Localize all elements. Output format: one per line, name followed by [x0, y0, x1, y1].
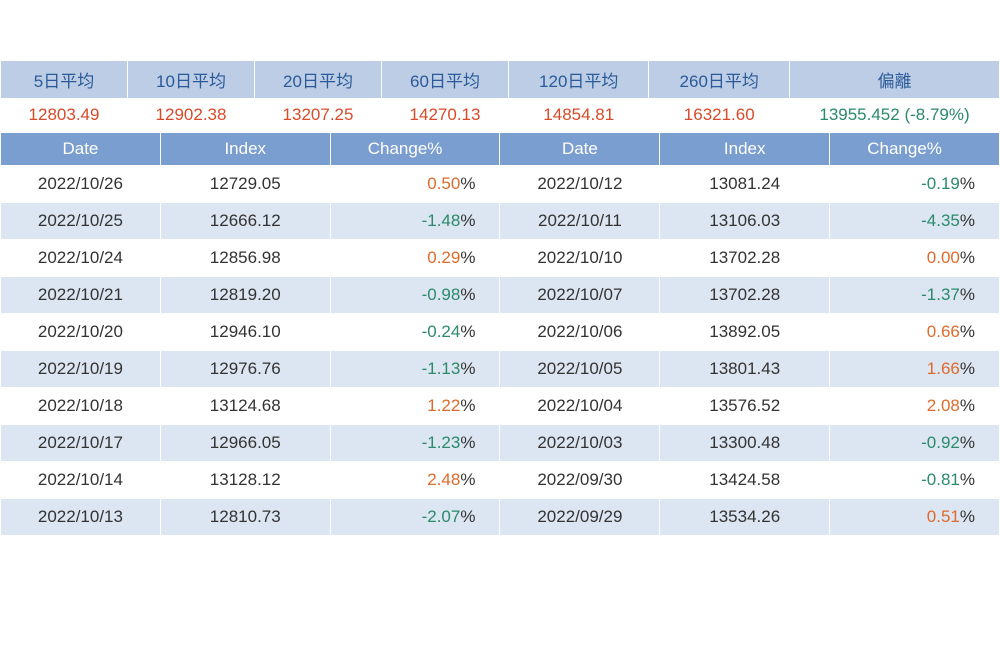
cell-date-right: 2022/10/06: [500, 314, 660, 351]
avg-value-60d: 14270.13: [382, 99, 509, 132]
cell-change-left: -0.98%: [330, 277, 500, 314]
cell-date-left: 2022/10/13: [1, 499, 161, 536]
cell-index-left: 12946.10: [160, 314, 330, 351]
table-row: 2022/10/2112819.20-0.98%2022/10/0713702.…: [1, 277, 1000, 314]
cell-date-left: 2022/10/26: [1, 166, 161, 203]
cell-index-left: 12966.05: [160, 425, 330, 462]
data-header-row: Date Index Change% Date Index Change%: [1, 133, 1000, 166]
tables-container: 5日平均 10日平均 20日平均 60日平均 120日平均 260日平均 偏離 …: [0, 0, 1000, 536]
cell-index-left: 12666.12: [160, 203, 330, 240]
cell-change-right: 0.66%: [830, 314, 1000, 351]
cell-date-right: 2022/10/12: [500, 166, 660, 203]
cell-change-left: 0.29%: [330, 240, 500, 277]
cell-index-right: 13081.24: [660, 166, 830, 203]
cell-index-left: 12810.73: [160, 499, 330, 536]
table-row: 2022/10/2012946.10-0.24%2022/10/0613892.…: [1, 314, 1000, 351]
cell-change-left: 1.22%: [330, 388, 500, 425]
cell-index-left: 12729.05: [160, 166, 330, 203]
avg-header-10d: 10日平均: [128, 61, 255, 99]
cell-index-right: 13801.43: [660, 351, 830, 388]
cell-index-right: 13576.52: [660, 388, 830, 425]
cell-change-right: -4.35%: [830, 203, 1000, 240]
cell-date-left: 2022/10/18: [1, 388, 161, 425]
cell-index-left: 13128.12: [160, 462, 330, 499]
cell-index-left: 12819.20: [160, 277, 330, 314]
avg-header-deviation: 偏離: [790, 61, 1000, 99]
cell-index-right: 13106.03: [660, 203, 830, 240]
cell-date-left: 2022/10/24: [1, 240, 161, 277]
cell-date-left: 2022/10/25: [1, 203, 161, 240]
table-row: 2022/10/1312810.73-2.07%2022/09/2913534.…: [1, 499, 1000, 536]
cell-date-right: 2022/10/05: [500, 351, 660, 388]
cell-date-right: 2022/10/11: [500, 203, 660, 240]
cell-date-left: 2022/10/21: [1, 277, 161, 314]
cell-date-right: 2022/09/29: [500, 499, 660, 536]
cell-change-right: 2.08%: [830, 388, 1000, 425]
cell-change-left: 0.50%: [330, 166, 500, 203]
cell-date-right: 2022/10/03: [500, 425, 660, 462]
avg-header-120d: 120日平均: [509, 61, 649, 99]
avg-header-5d: 5日平均: [1, 61, 128, 99]
cell-index-right: 13534.26: [660, 499, 830, 536]
cell-change-left: -1.23%: [330, 425, 500, 462]
cell-change-left: -1.13%: [330, 351, 500, 388]
cell-date-right: 2022/10/04: [500, 388, 660, 425]
cell-date-left: 2022/10/19: [1, 351, 161, 388]
averages-value-row: 12803.49 12902.38 13207.25 14270.13 1485…: [1, 99, 1000, 132]
avg-header-60d: 60日平均: [382, 61, 509, 99]
cell-date-left: 2022/10/20: [1, 314, 161, 351]
cell-change-right: -0.81%: [830, 462, 1000, 499]
table-row: 2022/10/1813124.681.22%2022/10/0413576.5…: [1, 388, 1000, 425]
cell-date-right: 2022/10/07: [500, 277, 660, 314]
cell-index-right: 13702.28: [660, 240, 830, 277]
cell-change-right: -0.19%: [830, 166, 1000, 203]
cell-change-right: -1.37%: [830, 277, 1000, 314]
averages-table: 5日平均 10日平均 20日平均 60日平均 120日平均 260日平均 偏離 …: [0, 60, 1000, 132]
avg-value-260d: 16321.60: [649, 99, 790, 132]
avg-header-20d: 20日平均: [255, 61, 382, 99]
cell-change-left: -2.07%: [330, 499, 500, 536]
cell-change-left: -1.48%: [330, 203, 500, 240]
col-header-date-right: Date: [500, 133, 660, 166]
avg-header-260d: 260日平均: [649, 61, 790, 99]
col-header-date-left: Date: [1, 133, 161, 166]
cell-date-right: 2022/09/30: [500, 462, 660, 499]
index-history-table: Date Index Change% Date Index Change% 20…: [0, 132, 1000, 536]
cell-change-right: 0.00%: [830, 240, 1000, 277]
cell-change-right: 1.66%: [830, 351, 1000, 388]
col-header-index-right: Index: [660, 133, 830, 166]
cell-index-left: 12976.76: [160, 351, 330, 388]
avg-value-5d: 12803.49: [1, 99, 128, 132]
table-row: 2022/10/2412856.980.29%2022/10/1013702.2…: [1, 240, 1000, 277]
table-row: 2022/10/1712966.05-1.23%2022/10/0313300.…: [1, 425, 1000, 462]
cell-change-right: -0.92%: [830, 425, 1000, 462]
table-row: 2022/10/1912976.76-1.13%2022/10/0513801.…: [1, 351, 1000, 388]
cell-index-left: 13124.68: [160, 388, 330, 425]
cell-change-left: 2.48%: [330, 462, 500, 499]
avg-deviation: 13955.452 (-8.79%): [790, 99, 1000, 132]
cell-date-left: 2022/10/14: [1, 462, 161, 499]
col-header-index-left: Index: [160, 133, 330, 166]
table-row: 2022/10/2512666.12-1.48%2022/10/1113106.…: [1, 203, 1000, 240]
cell-change-right: 0.51%: [830, 499, 1000, 536]
avg-value-20d: 13207.25: [255, 99, 382, 132]
cell-date-right: 2022/10/10: [500, 240, 660, 277]
cell-index-right: 13892.05: [660, 314, 830, 351]
col-header-change-right: Change%: [830, 133, 1000, 166]
avg-value-120d: 14854.81: [509, 99, 649, 132]
avg-value-10d: 12902.38: [128, 99, 255, 132]
cell-index-left: 12856.98: [160, 240, 330, 277]
cell-index-right: 13424.58: [660, 462, 830, 499]
table-row: 2022/10/2612729.050.50%2022/10/1213081.2…: [1, 166, 1000, 203]
cell-change-left: -0.24%: [330, 314, 500, 351]
table-row: 2022/10/1413128.122.48%2022/09/3013424.5…: [1, 462, 1000, 499]
cell-index-right: 13300.48: [660, 425, 830, 462]
cell-index-right: 13702.28: [660, 277, 830, 314]
averages-header-row: 5日平均 10日平均 20日平均 60日平均 120日平均 260日平均 偏離: [1, 61, 1000, 99]
col-header-change-left: Change%: [330, 133, 500, 166]
cell-date-left: 2022/10/17: [1, 425, 161, 462]
